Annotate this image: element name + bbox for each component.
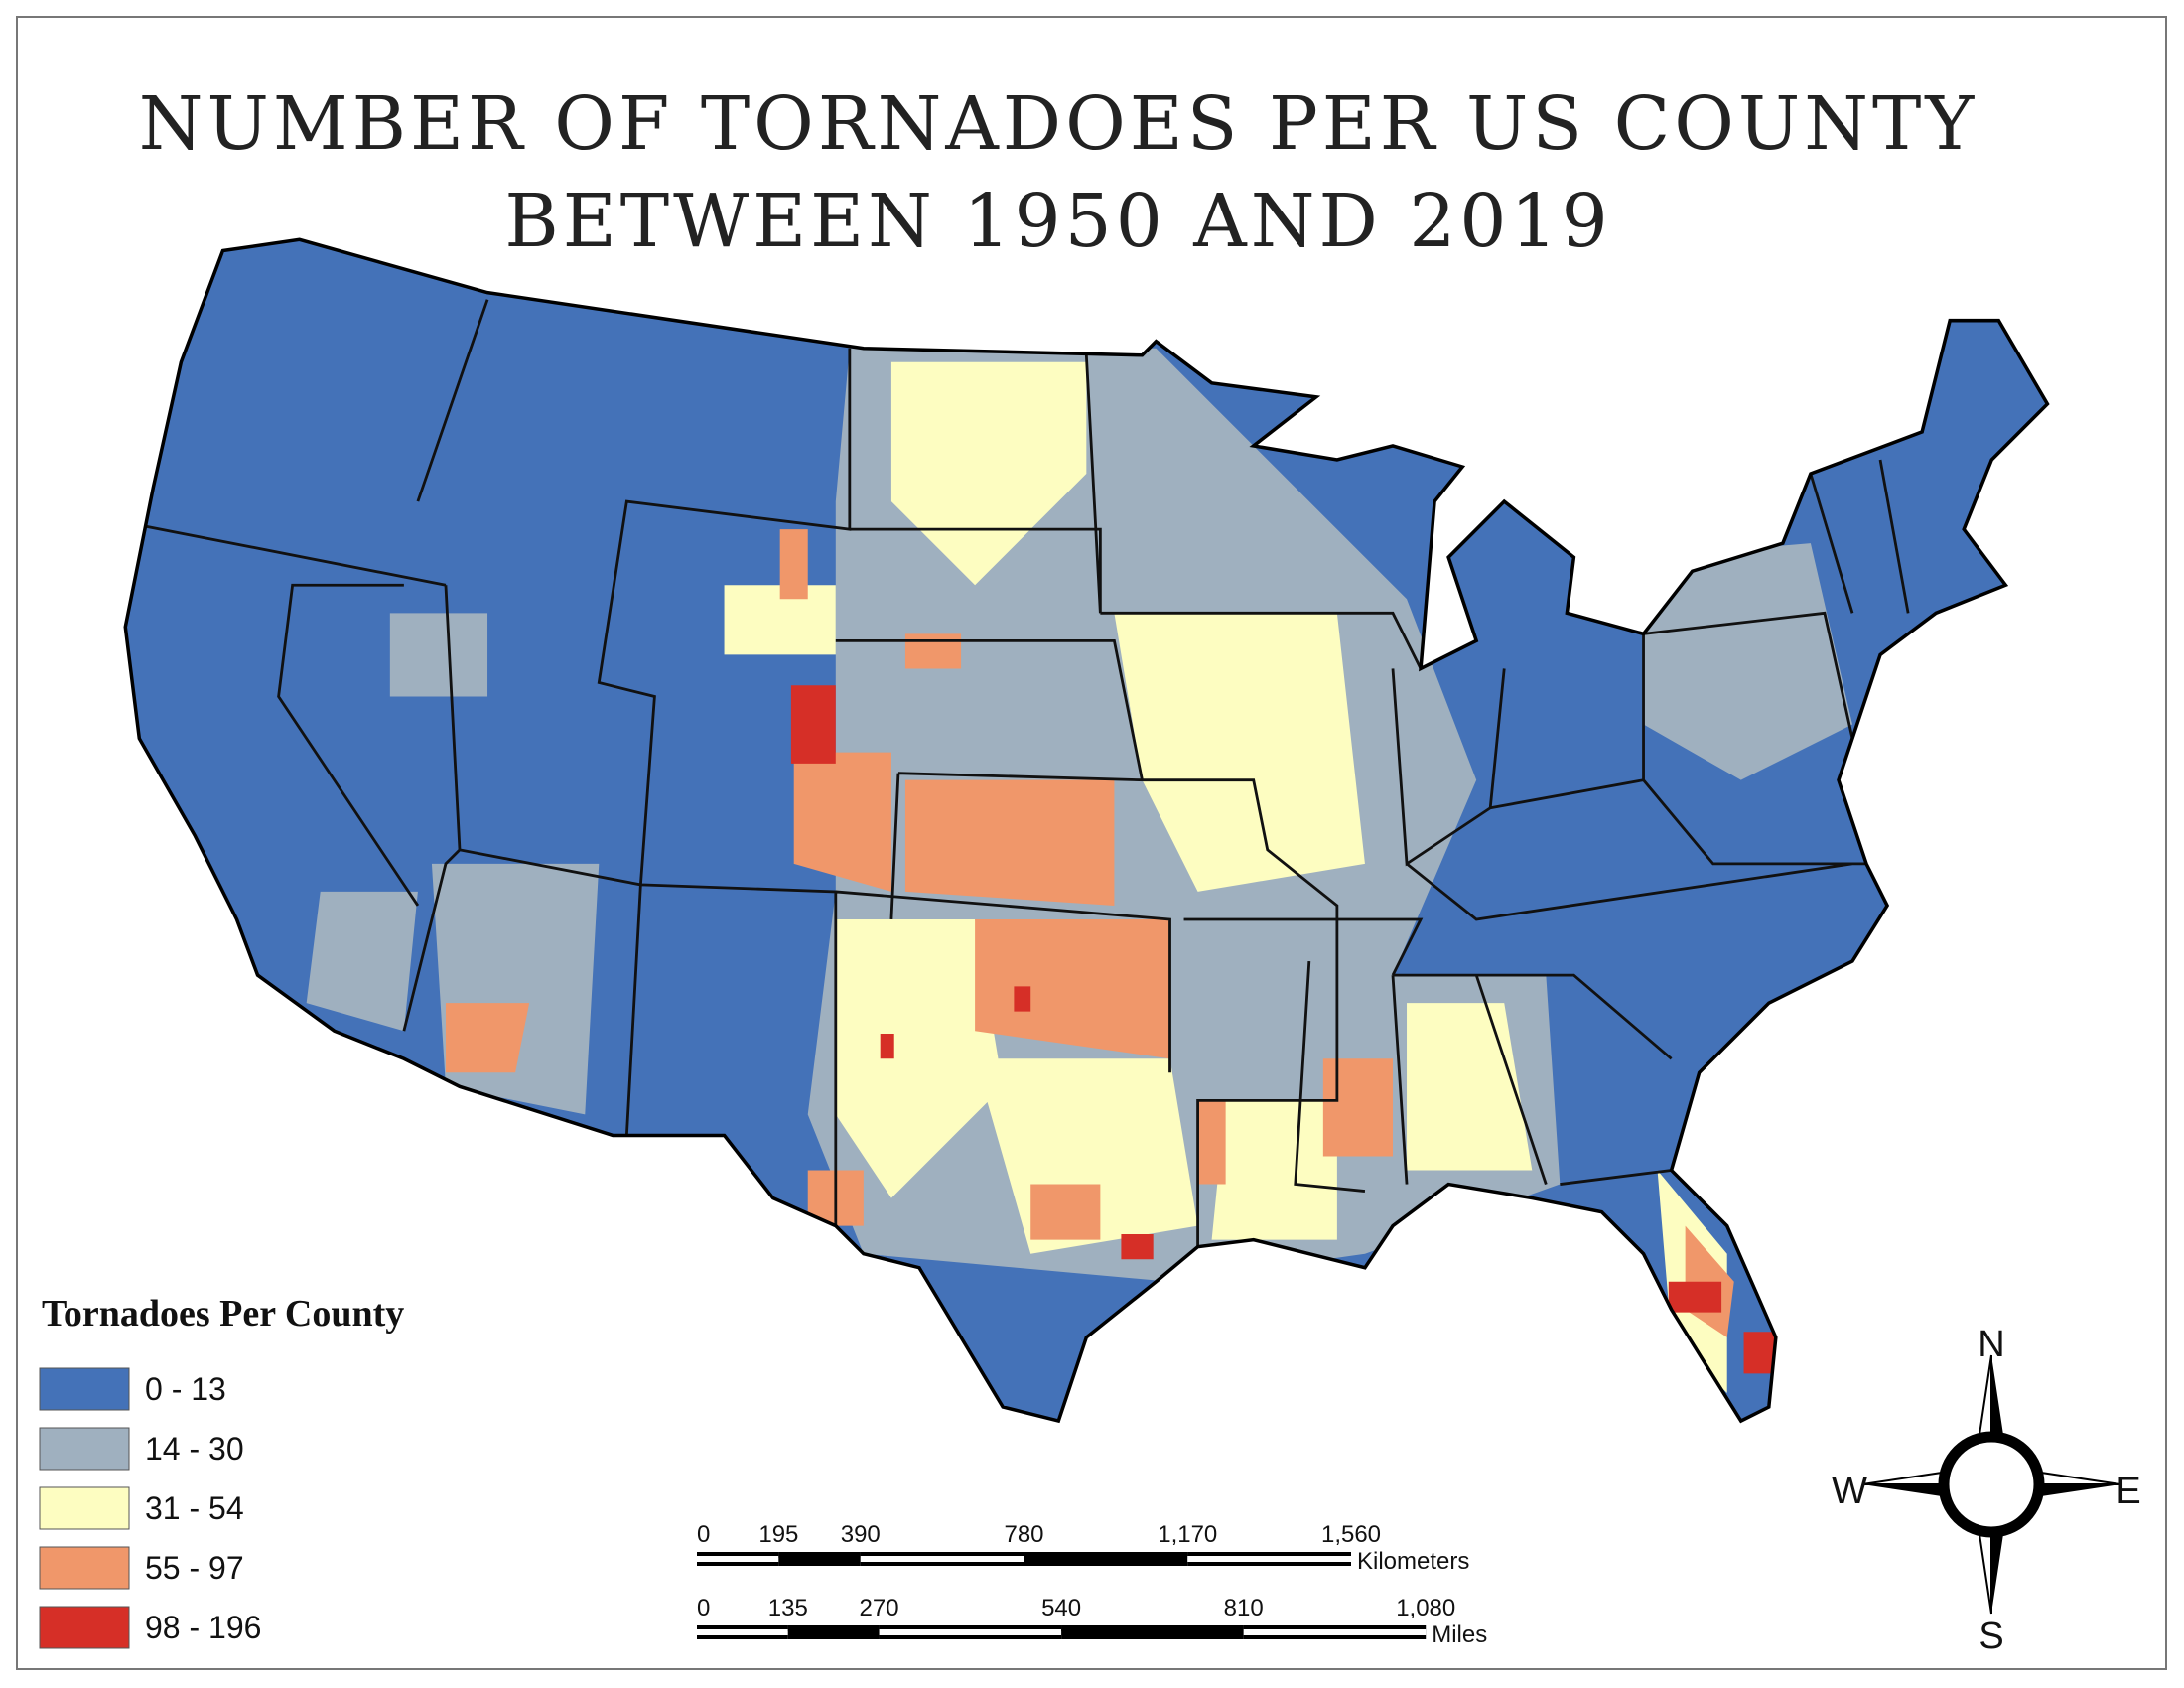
scale-unit: Miles — [1432, 1621, 1487, 1648]
legend-label: 14 - 30 — [145, 1431, 244, 1467]
legend-label: 55 - 97 — [145, 1550, 244, 1586]
legend-title: Tornadoes Per County — [42, 1293, 404, 1335]
title-line: BETWEEN 1950 AND 2019 — [504, 179, 1611, 264]
scale-tick-label: 390 — [841, 1521, 881, 1548]
scale-segment-inner — [1024, 1552, 1188, 1558]
scale-tick-label: 270 — [860, 1595, 899, 1621]
scale-tick-label: 195 — [758, 1521, 798, 1548]
scale-segment-inner — [879, 1629, 1062, 1635]
scale-segment-inner — [697, 1629, 788, 1635]
scale-segment-inner — [787, 1625, 880, 1631]
scale-tick-label: 0 — [697, 1595, 710, 1621]
scale-tick-label: 1,170 — [1158, 1521, 1217, 1548]
compass-west: W — [1832, 1471, 1867, 1512]
scale-segment-inner — [1243, 1629, 1427, 1635]
legend-label: 31 - 54 — [145, 1490, 244, 1526]
scale-segment-inner — [697, 1556, 779, 1562]
compass-north: N — [1978, 1324, 2004, 1365]
scale-segment-inner — [778, 1552, 861, 1558]
scale-tick-label: 540 — [1041, 1595, 1081, 1621]
legend-swatch — [39, 1606, 130, 1649]
scale-tick-label: 780 — [1004, 1521, 1043, 1548]
scale-tick-label: 0 — [697, 1521, 710, 1548]
scale-segment-inner — [1061, 1625, 1244, 1631]
legend-swatch — [39, 1546, 130, 1590]
scale-tick-label: 1,080 — [1396, 1595, 1455, 1621]
state-boundaries — [125, 299, 1910, 1254]
scale-tick-label: 1,560 — [1321, 1521, 1381, 1548]
legend: Tornadoes Per County 0 - 13 14 - 30 31 - 5… — [39, 1293, 404, 1649]
region — [790, 685, 1778, 1374]
scale-unit: Kilometers — [1357, 1548, 1469, 1575]
title-line: NUMBER OF TORNADOES PER US COUNTY — [139, 81, 1978, 167]
legend-swatch — [39, 1367, 130, 1411]
scale-tick-label: 810 — [1224, 1595, 1264, 1621]
legend-label: 98 - 196 — [145, 1610, 261, 1645]
scale-segment-inner — [1187, 1556, 1351, 1562]
compass-south: S — [1979, 1616, 2003, 1657]
scale-tick-label: 135 — [768, 1595, 808, 1621]
region — [724, 361, 1727, 1393]
compass-rose — [1861, 1354, 2121, 1615]
compass-east: E — [2116, 1471, 2140, 1512]
scale-segment-inner — [860, 1556, 1024, 1562]
legend-label: 0 - 13 — [145, 1371, 226, 1407]
legend-swatch — [39, 1486, 130, 1530]
region — [445, 529, 1734, 1337]
legend-swatch — [39, 1427, 130, 1471]
